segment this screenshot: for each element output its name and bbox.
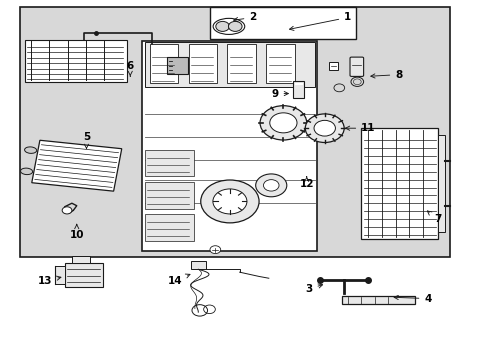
Bar — [292, 81, 303, 98]
Circle shape — [255, 174, 286, 197]
Text: 5: 5 — [82, 132, 90, 148]
Text: 6: 6 — [126, 61, 134, 76]
Text: 7: 7 — [427, 211, 441, 224]
Circle shape — [263, 180, 279, 191]
Text: 4: 4 — [393, 294, 431, 303]
Text: 1: 1 — [289, 13, 351, 31]
Bar — [25, 40, 126, 82]
Text: 2: 2 — [233, 13, 256, 22]
Text: 3: 3 — [305, 284, 322, 294]
Bar — [361, 128, 437, 239]
Ellipse shape — [20, 168, 33, 175]
FancyBboxPatch shape — [166, 57, 188, 73]
Text: 8: 8 — [370, 69, 402, 80]
Circle shape — [215, 21, 229, 31]
Bar — [144, 42, 314, 87]
Bar — [72, 256, 90, 263]
Text: 13: 13 — [38, 276, 61, 286]
Circle shape — [212, 189, 246, 214]
Bar — [142, 41, 317, 251]
Circle shape — [228, 21, 242, 31]
Bar — [32, 140, 122, 191]
Circle shape — [260, 106, 306, 140]
Bar — [266, 44, 294, 83]
FancyBboxPatch shape — [349, 57, 363, 76]
Bar — [144, 182, 193, 208]
Circle shape — [313, 120, 335, 136]
Circle shape — [201, 180, 259, 223]
Circle shape — [209, 246, 220, 253]
Bar — [437, 135, 445, 232]
Ellipse shape — [213, 18, 244, 35]
Bar — [55, 266, 64, 284]
Text: 10: 10 — [69, 224, 84, 240]
Bar — [341, 296, 414, 304]
Circle shape — [62, 207, 72, 214]
Bar — [20, 7, 449, 257]
Text: 9: 9 — [271, 89, 288, 99]
Text: 14: 14 — [167, 274, 189, 286]
Bar — [227, 44, 255, 83]
Bar — [191, 261, 205, 269]
Text: 11: 11 — [345, 123, 375, 133]
Bar — [144, 150, 193, 176]
Bar — [210, 7, 356, 39]
Bar — [144, 214, 193, 241]
Circle shape — [269, 113, 296, 133]
FancyBboxPatch shape — [328, 62, 337, 70]
Bar — [149, 44, 178, 83]
Ellipse shape — [24, 147, 37, 153]
Bar — [188, 44, 216, 83]
Text: 12: 12 — [299, 176, 313, 189]
Bar — [64, 263, 102, 287]
Circle shape — [305, 114, 344, 143]
